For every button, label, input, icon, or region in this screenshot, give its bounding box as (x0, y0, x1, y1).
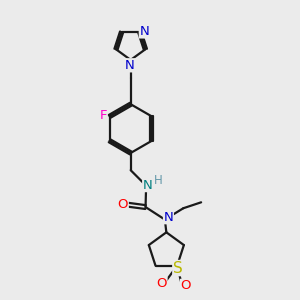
Text: N: N (139, 25, 149, 38)
Text: O: O (157, 277, 167, 290)
Text: O: O (181, 279, 191, 292)
Text: O: O (118, 198, 128, 211)
Text: N: N (143, 178, 152, 192)
Text: H: H (154, 174, 163, 188)
Text: S: S (173, 260, 183, 275)
Text: N: N (164, 211, 173, 224)
Text: F: F (99, 109, 107, 122)
Text: N: N (125, 59, 135, 72)
